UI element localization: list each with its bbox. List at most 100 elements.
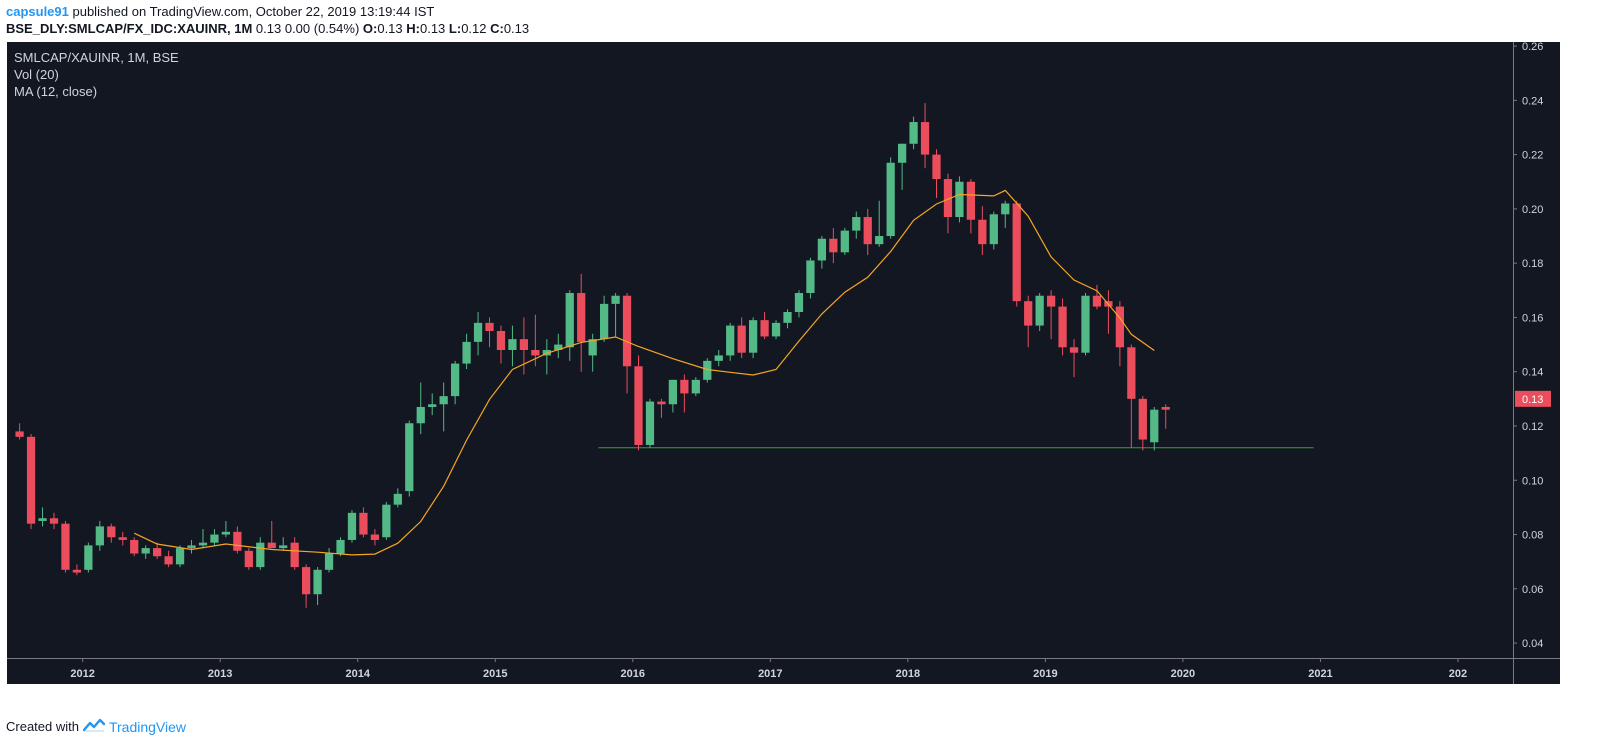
candle-body [703, 360, 712, 380]
candle-body [428, 404, 437, 407]
candle-body [714, 355, 723, 361]
x-tick-label: 2021 [1308, 668, 1332, 680]
y-tick-label: 0.24 [1522, 95, 1543, 107]
candle-body [840, 230, 849, 253]
candle-body [1150, 409, 1159, 443]
candle-body [1012, 203, 1021, 302]
candle-body [84, 545, 93, 570]
y-tick-label: 0.14 [1522, 367, 1543, 379]
y-tick-label: 0.18 [1522, 258, 1543, 270]
candle-body [771, 322, 781, 337]
candle-body [519, 339, 529, 350]
candle-body [347, 512, 357, 540]
candle-body [554, 344, 563, 350]
candle-body [233, 531, 242, 551]
candle-body [748, 320, 758, 353]
candle-body [118, 537, 127, 540]
candle-body [451, 363, 460, 397]
candle-body [726, 325, 735, 356]
x-tick-label: 2014 [345, 668, 370, 680]
time-axis-ticks: 2012 2013 2014 2015 2016 2017 2018 2019 2020 2021… [70, 658, 1467, 680]
x-tick-label: 2013 [208, 668, 232, 680]
candle-body [978, 219, 987, 245]
candle-body [966, 181, 976, 220]
candle-body [897, 143, 907, 163]
legend-ma: MA (12, close) [14, 84, 97, 99]
candle-body [256, 542, 265, 568]
x-tick-label: 2020 [1171, 668, 1195, 680]
candle-body [588, 339, 597, 356]
candle-body [405, 423, 414, 492]
low-value: 0.12 [461, 21, 491, 36]
candle-body [1035, 295, 1044, 326]
candle-body [1001, 203, 1010, 215]
open-value: 0.13 [377, 21, 407, 36]
candle-body [508, 339, 517, 350]
quote-values: 0.13 0.00 (0.54%) [252, 21, 363, 36]
candle-body [496, 331, 506, 350]
candle-body [244, 550, 253, 568]
high-value: 0.13 [419, 21, 449, 36]
candle-body [680, 379, 689, 394]
candle-body [622, 295, 632, 367]
tradingview-logo-icon [82, 718, 106, 735]
created-with-label: Created with [6, 719, 79, 734]
candle-body [886, 162, 895, 237]
y-tick-label: 0.22 [1522, 150, 1543, 162]
x-tick-label: 2012 [70, 668, 94, 680]
candle-body [61, 523, 70, 570]
candle-body [370, 534, 380, 540]
ma-line [133, 189, 1155, 556]
chart-legend: SMLCAP/XAUINR, 1M, BSE Vol (20) MA (12, … [14, 50, 179, 99]
candle-body [130, 539, 139, 554]
price-axis-background [1513, 42, 1560, 658]
header-line-1: capsule91 published on TradingView.com, … [6, 4, 434, 19]
candle-body [875, 236, 884, 245]
candle-body [107, 526, 116, 538]
candle-body [198, 542, 208, 546]
candle-body [794, 293, 804, 313]
close-value: 0.13 [503, 21, 530, 36]
close-label: C: [490, 21, 504, 36]
candle-body [72, 569, 82, 573]
candle-body [1024, 301, 1033, 326]
candle-body [267, 542, 276, 549]
candle-body [760, 320, 769, 337]
x-tick-label: 202 [1449, 668, 1467, 680]
candle-body [955, 181, 964, 218]
candle-body [336, 539, 345, 554]
candle-body [577, 293, 586, 342]
tradingview-brand-link[interactable]: TradingView [108, 718, 187, 735]
candle-body [359, 512, 368, 535]
candle-body [634, 366, 643, 445]
legend-symbol: SMLCAP/XAUINR, 1M, BSE [14, 50, 179, 65]
candle-body [462, 341, 471, 364]
candle-body [382, 504, 391, 538]
y-tick-label: 0.26 [1522, 41, 1543, 53]
candle-body [313, 569, 322, 595]
candle-body [210, 534, 219, 543]
y-tick-label: 0.12 [1522, 421, 1543, 433]
last-price-label: 0.13 [1522, 394, 1543, 406]
candle-body [829, 238, 838, 253]
candles-group [15, 103, 1170, 608]
candle-body [473, 322, 483, 342]
candle-body [909, 122, 918, 144]
last-price-tag-group: 0.13 [1515, 390, 1551, 407]
candle-body [989, 214, 998, 245]
candle-body [657, 401, 666, 405]
candle-body [1069, 347, 1079, 353]
candle-body [49, 518, 59, 524]
header-line-2: BSE_DLY:SMLCAP/FX_IDC:XAUINR, 1M 0.13 0.… [6, 21, 529, 36]
x-tick-label: 2017 [758, 668, 782, 680]
candle-body [863, 217, 872, 245]
candle-body [920, 122, 930, 155]
candle-body [1058, 306, 1067, 348]
author-link[interactable]: capsule91 [6, 4, 69, 19]
candle-body [439, 396, 448, 405]
y-tick-label: 0.10 [1522, 475, 1543, 487]
y-tick-label: 0.16 [1522, 312, 1543, 324]
candle-body [485, 322, 494, 332]
